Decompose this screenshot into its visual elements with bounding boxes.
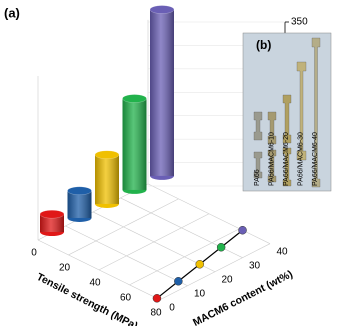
point [152, 294, 162, 303]
x-tick-label: 40 [89, 278, 101, 289]
bar-shade [95, 154, 119, 204]
grid-line [92, 211, 216, 272]
grid-line [37, 239, 161, 301]
grid-line [65, 225, 188, 287]
panel-label: (a) [4, 5, 20, 20]
inset-labels: PA66 PA66/MACM6-10 PA66/MACM6-20 PA66/MACM6… [254, 132, 319, 186]
grid-line [147, 183, 271, 244]
bar-shade [122, 98, 147, 190]
point [195, 260, 204, 269]
inset-sample-label: PA66/MACM6-40 [312, 132, 319, 186]
bar-top [149, 5, 175, 14]
bar-top [94, 150, 120, 159]
bar-shade [150, 9, 174, 176]
z-tick-label: 350 [291, 17, 308, 28]
bar-top [39, 209, 65, 219]
specimens [253, 37, 321, 188]
x-tick-label: 20 [59, 263, 71, 274]
y-tick-label: 20 [221, 274, 233, 285]
point [216, 242, 226, 252]
inset-sample-label: PA66/MACM6-10 [268, 132, 275, 186]
bar-shade [40, 214, 64, 232]
bar-shade [67, 190, 92, 218]
inset-sample-label: PA66/MACM6-30 [297, 132, 304, 186]
x-tick-label: 80 [150, 307, 162, 318]
inset-label: (b) [256, 38, 271, 52]
y-tick-label: 40 [276, 246, 288, 257]
y-axis-title: MACM6 content (wt%) [191, 268, 295, 326]
bar-top [67, 186, 92, 196]
inset-sample-label: PA66 [254, 169, 261, 186]
inset-sample-label: PA66/MACM6-20 [283, 132, 290, 186]
marks [39, 5, 247, 303]
y-tick-label: 10 [194, 288, 206, 299]
x-tick-label: 0 [31, 248, 37, 259]
point [174, 277, 183, 286]
y-tick-label: 30 [249, 260, 261, 271]
y-tick-label: 0 [169, 302, 175, 313]
inset-photo: (b) PA66 PA66/MACM6-10 PA66/MACM6-20 PA66/M… [242, 32, 332, 192]
x-tick-label: 60 [120, 292, 132, 303]
bar-top [122, 94, 147, 103]
point [238, 225, 247, 235]
